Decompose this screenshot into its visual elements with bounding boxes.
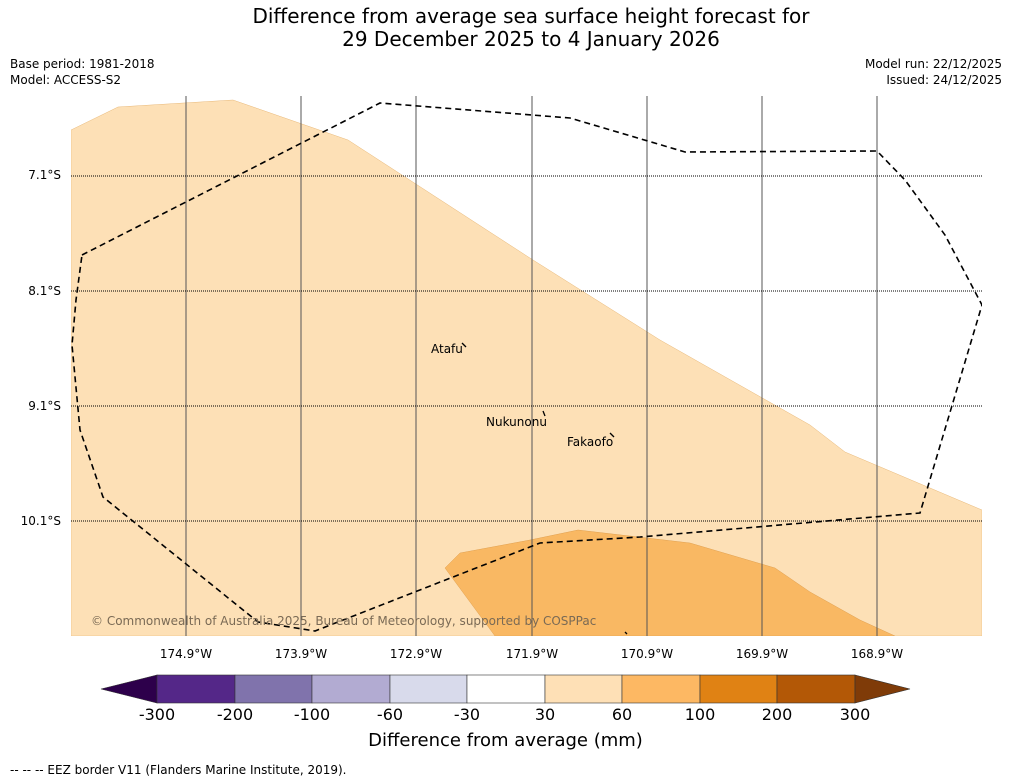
colorbar-tick: -100 bbox=[293, 705, 331, 724]
atafu-atoll-mark bbox=[461, 342, 467, 348]
swains-mark bbox=[624, 631, 628, 635]
meridian-lines bbox=[185, 96, 878, 636]
lat-label: 7.1°S bbox=[28, 168, 61, 182]
colorbar-swatch bbox=[234, 674, 313, 704]
colorbar-swatch bbox=[544, 674, 623, 704]
colorbar-tick: 30 bbox=[534, 705, 556, 724]
eez-legend-footer: -- -- -- EEZ border V11 (Flanders Marine… bbox=[10, 763, 347, 777]
lon-label: 170.9°W bbox=[620, 647, 674, 661]
issued-date: Issued: 24/12/2025 bbox=[886, 73, 1002, 87]
nukunonu-atoll-mark bbox=[542, 410, 546, 417]
colorbar-tick: 300 bbox=[839, 705, 871, 724]
lon-label: 169.9°W bbox=[735, 647, 789, 661]
lon-label: 172.9°W bbox=[389, 647, 443, 661]
colorbar-swatch bbox=[466, 674, 546, 704]
colorbar bbox=[100, 674, 911, 704]
meta-right: Model run: 22/12/2025 Issued: 24/12/2025 bbox=[865, 56, 1002, 88]
model-run: Model run: 22/12/2025 bbox=[864, 57, 1002, 71]
meta-left: Base period: 1981-2018 Model: ACCESS-S2 bbox=[10, 56, 155, 88]
anomaly-region-30-60 bbox=[71, 99, 982, 636]
title-line-2: 29 December 2025 to 4 January 2026 bbox=[342, 27, 720, 51]
colorbar-tick: 60 bbox=[611, 705, 633, 724]
eez-border bbox=[71, 102, 982, 632]
colorbar-swatch bbox=[621, 674, 701, 704]
island-label-atafu: Atafu bbox=[431, 342, 463, 356]
colorbar-tick: -30 bbox=[453, 705, 481, 724]
colorbar-swatch bbox=[389, 674, 468, 704]
model-name: Model: ACCESS-S2 bbox=[10, 73, 122, 87]
lat-label: 10.1°S bbox=[20, 514, 61, 528]
lon-label: 174.9°W bbox=[159, 647, 213, 661]
base-period: Base period: 1981-2018 bbox=[10, 57, 155, 71]
colorbar-tick: -300 bbox=[138, 705, 176, 724]
lon-label: 171.9°W bbox=[505, 647, 559, 661]
title-line-1: Difference from average sea surface heig… bbox=[252, 4, 810, 28]
lon-label: 173.9°W bbox=[274, 647, 328, 661]
anomaly-region-60-100 bbox=[444, 529, 896, 636]
colorbar-swatch bbox=[699, 674, 778, 704]
island-label-fakaofo: Fakaofo bbox=[567, 435, 614, 449]
colorbar-extend-high bbox=[854, 674, 911, 704]
map-title: Difference from average sea surface heig… bbox=[0, 5, 1011, 51]
colorbar-swatch bbox=[311, 674, 391, 704]
colorbar-tick: -200 bbox=[216, 705, 254, 724]
colorbar-extend-low bbox=[100, 674, 158, 704]
lon-label: 168.9°W bbox=[850, 647, 904, 661]
island-label-nukunonu: Nukunonu bbox=[486, 415, 547, 429]
colorbar-tick: 200 bbox=[761, 705, 793, 724]
colorbar-tick: 100 bbox=[684, 705, 716, 724]
lat-label: 8.1°S bbox=[28, 284, 61, 298]
colorbar-tick: -60 bbox=[376, 705, 404, 724]
lat-label: 9.1°S bbox=[28, 399, 61, 413]
copyright-notice: © Commonwealth of Australia 2025, Bureau… bbox=[91, 614, 597, 628]
colorbar-swatch bbox=[156, 674, 236, 704]
colorbar-swatch bbox=[776, 674, 856, 704]
fakaofo-atoll-mark bbox=[609, 432, 615, 438]
colorbar-label: Difference from average (mm) bbox=[368, 730, 643, 751]
